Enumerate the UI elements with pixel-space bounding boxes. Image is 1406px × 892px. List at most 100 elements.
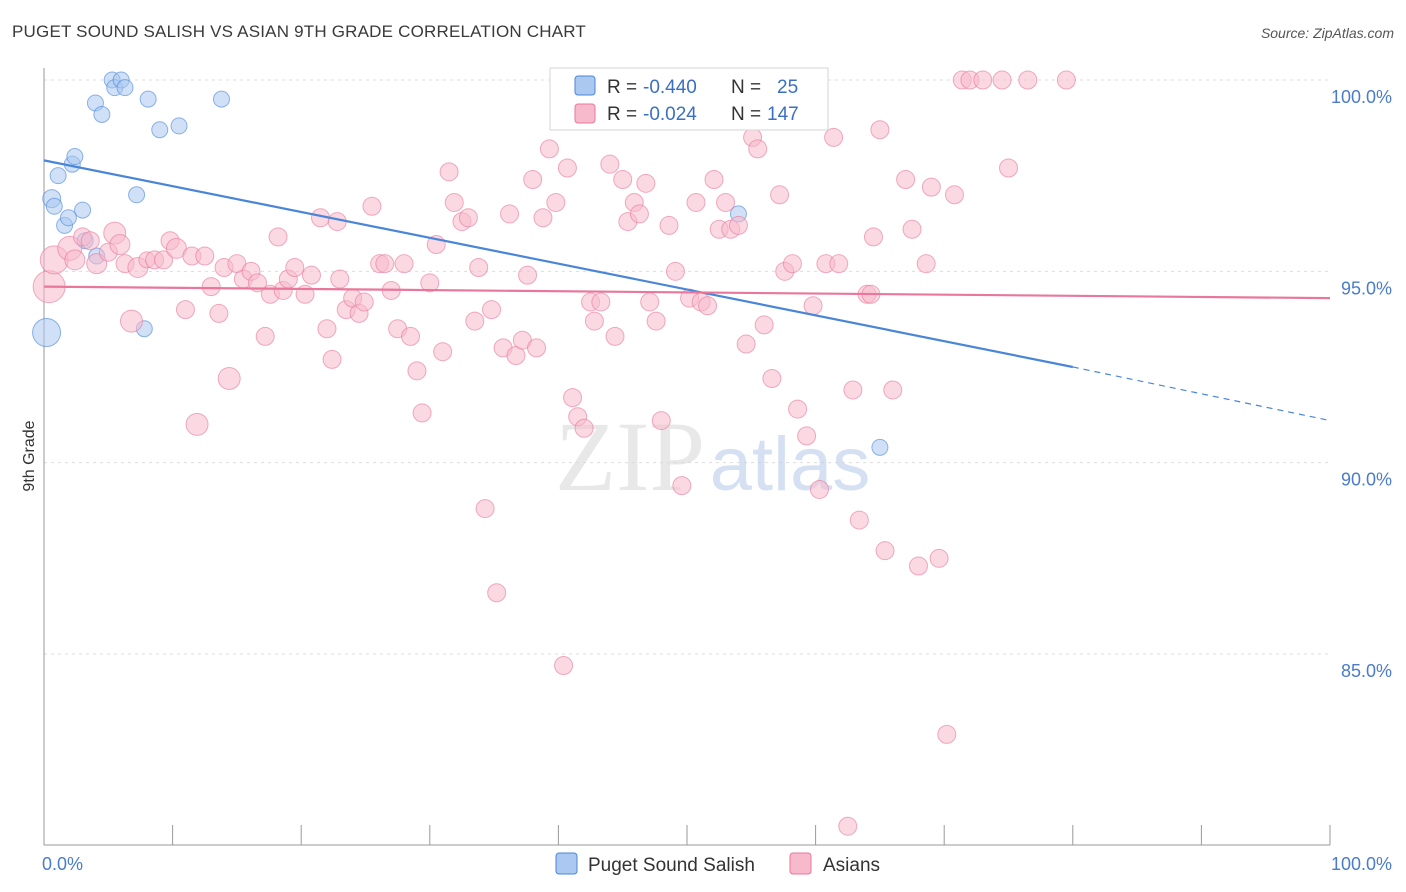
asians-point xyxy=(613,169,633,189)
puget-sound-salish-point xyxy=(212,90,230,108)
asians-point xyxy=(829,254,849,274)
asians-point xyxy=(605,326,625,346)
puget-sound-salish-point xyxy=(32,318,62,348)
asians-point xyxy=(788,399,808,419)
asians-point xyxy=(247,273,267,293)
asians-point xyxy=(698,296,718,316)
asians-point xyxy=(929,548,949,568)
legend-n-value-2: 147 xyxy=(767,104,799,125)
asians-point xyxy=(475,499,495,519)
asians-point xyxy=(527,338,547,358)
asians-point xyxy=(736,334,756,354)
puget-sound-salish-point xyxy=(59,209,77,227)
legend-r-label-1: R = xyxy=(607,77,637,98)
puget-sound-salish-point xyxy=(93,105,111,123)
asians-point xyxy=(285,258,305,278)
asians-point xyxy=(728,215,748,235)
asians-point xyxy=(574,418,594,438)
asians-point xyxy=(458,208,478,228)
asians-point xyxy=(119,309,143,333)
asians-point xyxy=(992,70,1012,90)
asians-point xyxy=(875,541,895,561)
y-tick-label: 85.0% xyxy=(1341,661,1392,681)
asians-point xyxy=(433,342,453,362)
legend-r-value-2: -0.024 xyxy=(643,104,697,125)
asians-point xyxy=(944,185,964,205)
asians-point xyxy=(439,162,459,182)
asians-point xyxy=(209,303,229,323)
asians-point xyxy=(412,403,432,423)
asians-point xyxy=(843,380,863,400)
asians-point xyxy=(322,349,342,369)
puget-sound-salish-point xyxy=(128,186,146,204)
asians-point xyxy=(301,265,321,285)
legend-swatch-puget-sound-salish xyxy=(574,75,596,96)
asians-point xyxy=(636,173,656,193)
asians-point xyxy=(1018,70,1038,90)
gridlines xyxy=(44,79,1330,655)
asians-point xyxy=(80,231,100,251)
asians-point xyxy=(375,254,395,274)
puget-sound-salish-point xyxy=(116,79,134,97)
y-tick-label: 95.0% xyxy=(1341,278,1392,298)
source-label: Source: ZipAtlas.com xyxy=(1260,25,1394,41)
asians-point xyxy=(797,426,817,446)
asians-point xyxy=(640,292,660,312)
asians-point xyxy=(686,192,706,212)
asians-point xyxy=(672,476,692,496)
asians-point xyxy=(185,412,209,436)
asians-point xyxy=(533,208,553,228)
series-asians-points xyxy=(32,70,1076,836)
asians-point xyxy=(824,127,844,147)
asians-point xyxy=(407,361,427,381)
puget-sound-salish-trend-line xyxy=(43,159,1074,369)
asians-point xyxy=(973,70,993,90)
asians-point xyxy=(482,300,502,320)
asians-point xyxy=(465,311,485,331)
asians-point xyxy=(770,185,790,205)
asians-point xyxy=(651,411,671,431)
asians-point xyxy=(896,169,916,189)
asians-point xyxy=(870,120,890,140)
asians-point xyxy=(554,655,574,675)
x-ticks xyxy=(172,825,1331,845)
asians-point xyxy=(539,139,559,159)
asians-point xyxy=(444,192,464,212)
asians-point xyxy=(500,204,520,224)
legend-swatch-asians xyxy=(574,103,596,124)
puget-sound-salish-point xyxy=(66,148,84,166)
asians-point xyxy=(748,139,768,159)
bottom-legend-swatch-puget-sound-salish xyxy=(555,852,578,875)
asians-point xyxy=(716,192,736,212)
asians-point xyxy=(401,326,421,346)
asians-point xyxy=(629,204,649,224)
asians-point xyxy=(1056,70,1076,90)
asians-point xyxy=(469,258,489,278)
asians-point xyxy=(330,269,350,289)
asians-point xyxy=(659,215,679,235)
asians-point xyxy=(838,816,858,836)
asians-point xyxy=(268,227,288,247)
puget-sound-salish-point xyxy=(45,197,63,215)
y-tick-label: 90.0% xyxy=(1341,470,1392,490)
puget-sound-salish-point xyxy=(49,167,67,185)
y-tick-label: 100.0% xyxy=(1331,87,1392,107)
bottom-legend-swatch-asians xyxy=(789,852,812,875)
chart-title: PUGET SOUND SALISH VS ASIAN 9TH GRADE CO… xyxy=(12,22,587,41)
asians-point xyxy=(487,583,507,603)
asians-point xyxy=(646,311,666,331)
y-axis-title: 9th Grade xyxy=(21,420,38,491)
asians-point xyxy=(255,326,275,346)
asians-point xyxy=(600,154,620,174)
asians-point xyxy=(916,254,936,274)
legend-n-label-1: N = xyxy=(731,77,761,98)
asians-point xyxy=(546,192,566,212)
asians-point xyxy=(518,265,538,285)
asians-point xyxy=(782,254,802,274)
bottom-legend-label-asians: Asians xyxy=(823,855,880,876)
watermark-atlas: atlas xyxy=(710,422,871,507)
legend-box xyxy=(549,67,829,131)
legend-r-value-1: -0.440 xyxy=(643,77,697,98)
legend-r-label-2: R = xyxy=(607,104,637,125)
